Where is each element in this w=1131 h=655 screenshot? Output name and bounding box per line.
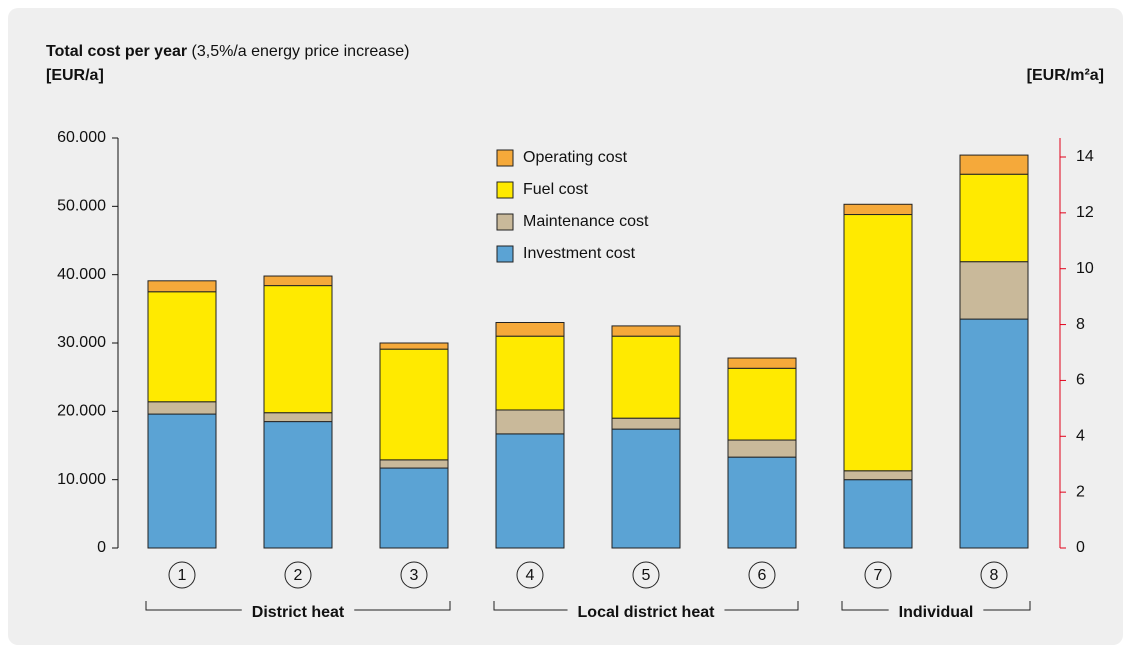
y-tick-label: 60.000	[57, 129, 106, 146]
y2-tick-label: 8	[1076, 316, 1085, 333]
bar-segment	[147, 280, 217, 293]
y-tick-label: 10.000	[57, 471, 106, 488]
bar-segment	[727, 456, 797, 549]
y2-tick-label: 6	[1076, 372, 1085, 389]
bar-segment	[727, 439, 797, 458]
y-tick-label: 30.000	[57, 334, 106, 351]
category-circle	[168, 561, 196, 589]
chart-title: Total cost per year (3,5%/a energy price…	[46, 43, 409, 60]
bar-segment	[263, 275, 333, 287]
y2-tick-label: 2	[1076, 483, 1085, 500]
y2-tick-label: 10	[1076, 260, 1094, 277]
y-axis-label: [EUR/a]	[46, 67, 104, 84]
bar-segment	[959, 154, 1029, 175]
group-label: Local district heat	[578, 604, 716, 621]
bar-segment	[495, 322, 565, 337]
category-circle	[632, 561, 660, 589]
bar-segment	[727, 357, 797, 369]
x-tick-label: 3	[410, 567, 419, 584]
x-tick-label: 6	[758, 567, 767, 584]
y2-tick-label: 0	[1076, 539, 1085, 556]
group-bracket	[493, 601, 799, 611]
y-tick-label: 50.000	[57, 198, 106, 215]
title: Total cost per year	[46, 43, 187, 60]
bar-segment	[379, 342, 449, 350]
y-tick-label: 20.000	[57, 403, 106, 420]
legend-swatch	[496, 213, 514, 231]
bar-segment	[959, 261, 1029, 320]
group-label: Individual	[899, 604, 974, 621]
bar-segment	[379, 348, 449, 461]
bar-segment	[843, 479, 913, 549]
bar-segment	[263, 412, 333, 423]
x-tick-label: 8	[990, 567, 999, 584]
bar-segment	[263, 285, 333, 414]
bar-segment	[611, 428, 681, 549]
bar-segment	[959, 173, 1029, 263]
bar-segment	[379, 467, 449, 549]
category-circle	[284, 561, 312, 589]
group-label: District heat	[252, 604, 345, 621]
legend-swatch	[496, 149, 514, 167]
bar-segment	[263, 421, 333, 549]
bar-segment	[611, 335, 681, 419]
category-circle	[516, 561, 544, 589]
bar-segment	[495, 335, 565, 411]
y-tick-label: 40.000	[57, 266, 106, 283]
category-circle	[980, 561, 1008, 589]
x-tick-label: 5	[642, 567, 651, 584]
category-circle	[748, 561, 776, 589]
x-tick-label: 7	[874, 567, 883, 584]
y-tick-label: 0	[97, 539, 106, 556]
bar-segment	[147, 291, 217, 403]
legend-label: Fuel cost	[523, 181, 588, 198]
bar-segment	[495, 433, 565, 549]
subtitle: (3,5%/a energy price increase)	[192, 43, 410, 60]
group-bracket	[145, 601, 451, 611]
bar-segment	[727, 367, 797, 441]
bar-segment	[147, 413, 217, 549]
bar-segment	[611, 325, 681, 337]
legend-swatch	[496, 245, 514, 263]
legend-label: Investment cost	[523, 245, 636, 262]
bar-segment	[147, 401, 217, 415]
category-circle	[864, 561, 892, 589]
x-tick-label: 1	[178, 567, 187, 584]
bar-segment	[959, 318, 1029, 549]
bar-segment	[611, 417, 681, 430]
bar-segment	[379, 459, 449, 469]
y2-axis-label: [EUR/m²a]	[1027, 67, 1104, 84]
bar-segment	[843, 470, 913, 481]
bar-segment	[843, 203, 913, 216]
y2-tick-label: 14	[1076, 148, 1094, 165]
legend-label: Maintenance cost	[523, 213, 649, 230]
legend-label: Operating cost	[523, 149, 628, 166]
legend-swatch	[496, 181, 514, 199]
bar-segment	[495, 409, 565, 435]
y2-tick-label: 4	[1076, 428, 1085, 445]
x-tick-label: 2	[294, 567, 303, 584]
bar-segment	[843, 214, 913, 472]
category-circle	[400, 561, 428, 589]
y2-tick-label: 12	[1076, 204, 1094, 221]
group-bracket	[841, 601, 1031, 611]
x-tick-label: 4	[526, 567, 535, 584]
